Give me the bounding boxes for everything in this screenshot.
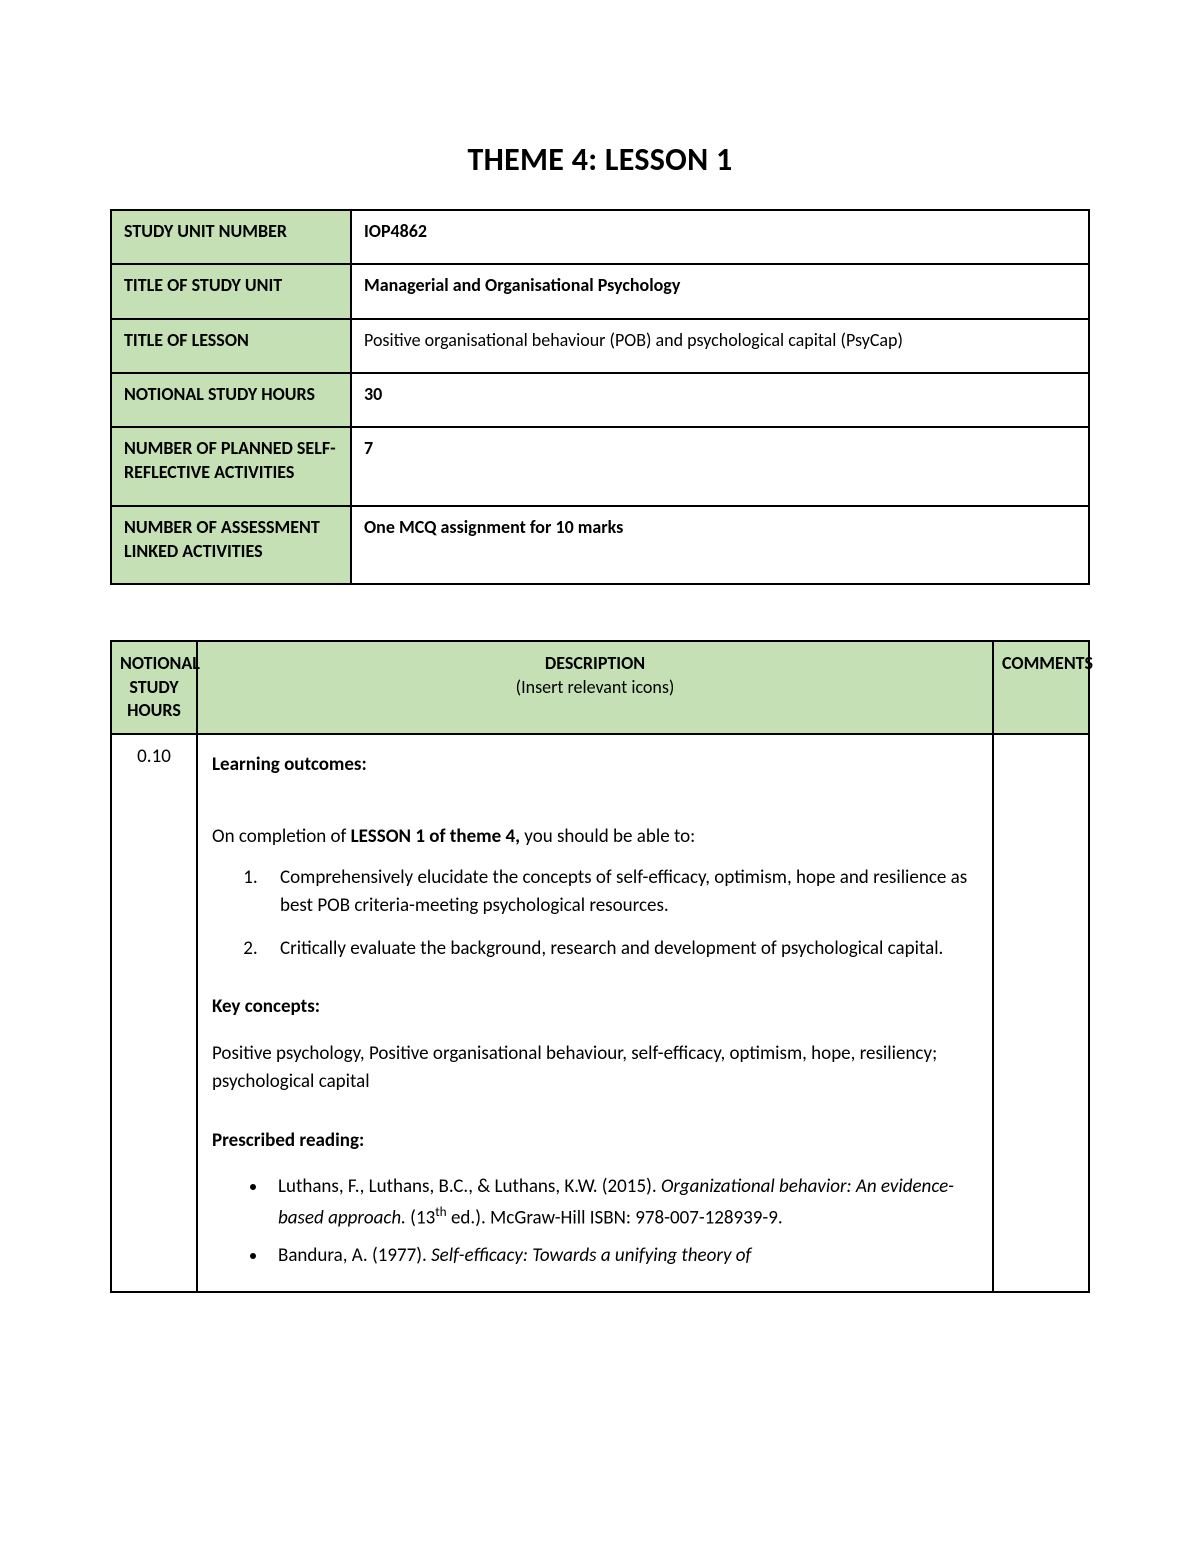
info-value: 30	[351, 373, 1089, 427]
info-label: TITLE OF STUDY UNIT	[111, 264, 351, 318]
intro-pre: On completion of	[212, 825, 351, 848]
col-header-hours: NOTIONALSTUDYHOURS	[111, 641, 197, 733]
info-row: NUMBER OF PLANNED SELF-REFLECTIVE ACTIVI…	[111, 427, 1089, 506]
reading-heading: Prescribed reading:	[212, 1127, 978, 1156]
info-value: IOP4862	[351, 210, 1089, 264]
list-item: Critically evaluate the background, rese…	[262, 935, 978, 964]
intro-post: you should be able to:	[520, 825, 695, 848]
info-table: STUDY UNIT NUMBERIOP4862TITLE OF STUDY U…	[110, 209, 1090, 585]
info-label: TITLE OF LESSON	[111, 319, 351, 373]
info-row: TITLE OF LESSONPositive organisational b…	[111, 319, 1089, 373]
list-item: Comprehensively elucidate the concepts o…	[262, 864, 978, 921]
lesson-table: NOTIONALSTUDYHOURS DESCRIPTION (Insert r…	[110, 640, 1090, 1293]
key-concepts-heading: Key concepts:	[212, 993, 978, 1022]
info-row: NUMBER OF ASSESSMENT LINKED ACTIVITIESOn…	[111, 506, 1089, 585]
info-row: STUDY UNIT NUMBERIOP4862	[111, 210, 1089, 264]
info-value: One MCQ assignment for 10 marks	[351, 506, 1089, 585]
intro-line: On completion of LESSON 1 of theme 4, yo…	[212, 823, 978, 852]
info-value: Positive organisational behaviour (POB) …	[351, 319, 1089, 373]
col-header-desc-sub: (Insert relevant icons)	[206, 676, 984, 699]
intro-bold: LESSON 1 of theme 4,	[351, 825, 520, 848]
info-value: Managerial and Organisational Psychology	[351, 264, 1089, 318]
info-row: NOTIONAL STUDY HOURS30	[111, 373, 1089, 427]
info-label: NUMBER OF PLANNED SELF-REFLECTIVE ACTIVI…	[111, 427, 351, 506]
hours-cell: 0.10	[111, 734, 197, 1292]
list-item: Luthans, F., Luthans, B.C., & Luthans, K…	[268, 1173, 978, 1232]
outcomes-list: Comprehensively elucidate the concepts o…	[212, 864, 978, 964]
description-cell: Learning outcomes: On completion of LESS…	[197, 734, 993, 1292]
col-header-desc-main: DESCRIPTION	[545, 652, 645, 674]
table-row: 0.10 Learning outcomes: On completion of…	[111, 734, 1089, 1292]
comments-cell	[993, 734, 1089, 1292]
list-item: Bandura, A. (1977). Self-efficacy: Towar…	[268, 1242, 978, 1271]
info-label: NUMBER OF ASSESSMENT LINKED ACTIVITIES	[111, 506, 351, 585]
page-title: THEME 4: LESSON 1	[110, 140, 1090, 179]
key-concepts-text: Positive psychology, Positive organisati…	[212, 1040, 978, 1097]
info-row: TITLE OF STUDY UNITManagerial and Organi…	[111, 264, 1089, 318]
col-header-comments: COMMENTS	[993, 641, 1089, 733]
reading-list: Luthans, F., Luthans, B.C., & Luthans, K…	[212, 1173, 978, 1271]
col-header-description: DESCRIPTION (Insert relevant icons)	[197, 641, 993, 733]
info-value: 7	[351, 427, 1089, 506]
document-page: THEME 4: LESSON 1 STUDY UNIT NUMBERIOP48…	[0, 0, 1200, 1553]
learning-outcomes-heading: Learning outcomes:	[212, 751, 978, 780]
info-label: STUDY UNIT NUMBER	[111, 210, 351, 264]
info-label: NOTIONAL STUDY HOURS	[111, 373, 351, 427]
